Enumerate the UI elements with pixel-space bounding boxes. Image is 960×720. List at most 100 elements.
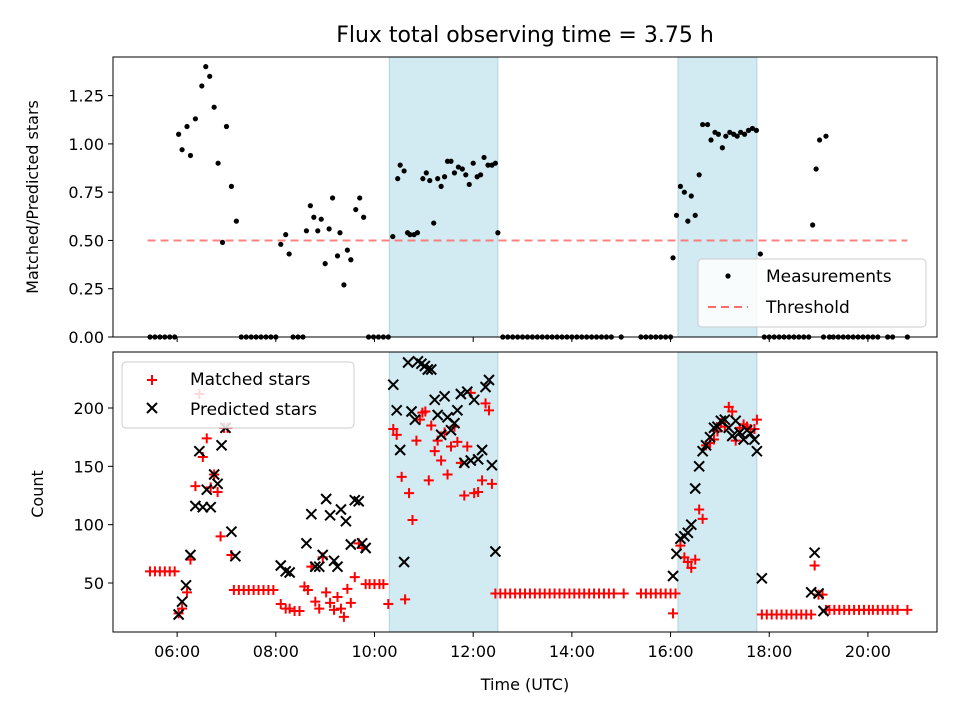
matched-star-point (751, 414, 762, 425)
matched-star-points (145, 387, 913, 622)
predicted-star-point (431, 409, 444, 421)
predicted-star-point (817, 605, 830, 617)
bottom-x-ticks: 06:00 08:00 10:00 12:00 14:00 16:00 18:00 20:00 (154, 632, 891, 661)
measurement-point (286, 251, 292, 257)
top-y-ticks: 0.00 0.25 0.50 0.75 1.00 1.25 (68, 87, 113, 347)
measurement-point (757, 251, 763, 257)
x-tick-label: 18:00 (746, 642, 792, 661)
predicted-star-point (300, 537, 313, 550)
measurement-point (318, 216, 324, 222)
top-x-ticks (176, 337, 869, 342)
matched-star-point (686, 562, 697, 573)
predicted-star-point (726, 430, 738, 442)
matched-star-point (404, 488, 415, 499)
predicted-star-point (345, 538, 357, 551)
matched-star-point (436, 455, 447, 466)
measurement-point (329, 195, 336, 201)
x-tick-label: 14:00 (549, 642, 595, 661)
top-y-tick-label: 0.25 (68, 280, 104, 299)
matched-star-point (407, 515, 418, 525)
matched-star-point (420, 406, 431, 417)
measurement-point (738, 129, 744, 135)
predicted-star-point (667, 570, 679, 582)
matched-star-point (314, 603, 325, 614)
bottom-y-axis-label: Count (28, 470, 47, 518)
predicted-star-point (180, 579, 192, 592)
predicted-star-point (670, 548, 683, 560)
matched-star-point (682, 557, 693, 567)
matched-star-point (329, 604, 340, 615)
predicted-star-point (751, 445, 763, 457)
predicted-star-point (402, 356, 414, 369)
predicted-star-point (425, 363, 437, 376)
matched-star-point (477, 475, 488, 486)
matched-star-point (388, 424, 399, 434)
measurement-point (727, 129, 733, 135)
legend-label-matched: Matched stars (190, 370, 310, 390)
top-panel: 0.00 0.25 0.50 0.75 1.00 1.25 Matched/Predict… (23, 56, 938, 347)
measurement-point (199, 83, 205, 89)
measurement-point (455, 164, 461, 170)
measurement-point (708, 137, 714, 143)
matched-star-point (697, 513, 708, 524)
matched-star-point (396, 471, 407, 482)
matched-star-point (423, 475, 434, 486)
matched-star-point (809, 560, 820, 571)
measurement-point (700, 121, 706, 128)
top-y-tick-label: 0.00 (68, 328, 104, 347)
measurement-point (361, 214, 367, 220)
predicted-star-point (229, 550, 242, 562)
top-y-tick-label: 1.25 (68, 87, 104, 106)
measurement-point (427, 177, 433, 184)
measurement-point (481, 154, 487, 161)
measurement-point (673, 212, 680, 218)
measurement-point (749, 125, 756, 132)
predicted-star-point (340, 515, 352, 527)
predicted-star-point (451, 404, 464, 417)
predicted-star-point (455, 388, 467, 400)
matched-star-point (294, 606, 305, 616)
predicted-star-point (733, 426, 746, 439)
measurement-point (492, 160, 498, 166)
measurement-point (495, 230, 501, 236)
measurement-point (715, 131, 722, 137)
predicted-star-point (335, 503, 347, 516)
predicted-star-point (479, 381, 492, 393)
predicted-star-point (756, 572, 768, 585)
predicted-star-point (225, 525, 238, 538)
measurement-point (734, 133, 740, 139)
matched-star-point (349, 572, 360, 583)
predicted-star-point (359, 542, 372, 554)
matched-star-point (608, 588, 619, 599)
top-shaded-interval (388, 56, 499, 338)
predicted-star-point (328, 555, 340, 567)
measurement-point (207, 73, 213, 79)
x-tick-label: 10:00 (351, 642, 397, 661)
matched-star-point (182, 587, 193, 598)
legend-predicted-marker (146, 402, 158, 414)
legend-label-measurements: Measurements (766, 267, 892, 287)
matched-star-point (483, 405, 494, 416)
predicted-star-point (320, 493, 332, 505)
predicted-star-point (316, 549, 329, 561)
matched-star-point (332, 592, 343, 602)
predicted-star-point (682, 527, 694, 539)
measurement-point (704, 121, 711, 128)
matched-star-point (378, 579, 389, 590)
measurement-point (441, 174, 448, 180)
measurement-point (326, 226, 332, 232)
measurement-point (233, 218, 239, 224)
measurement-point (184, 123, 190, 130)
matched-star-point (190, 481, 201, 492)
measurement-point (176, 131, 182, 137)
measurement-point (315, 228, 321, 234)
measurement-point (431, 220, 437, 226)
matched-star-point (338, 611, 349, 622)
measurement-point (685, 218, 691, 224)
measurement-point (283, 232, 289, 238)
measurement-point (681, 189, 687, 195)
bottom-shaded-interval (677, 351, 758, 633)
matched-star-point (275, 599, 286, 609)
x-axis-label: Time (UTC) (480, 675, 569, 694)
